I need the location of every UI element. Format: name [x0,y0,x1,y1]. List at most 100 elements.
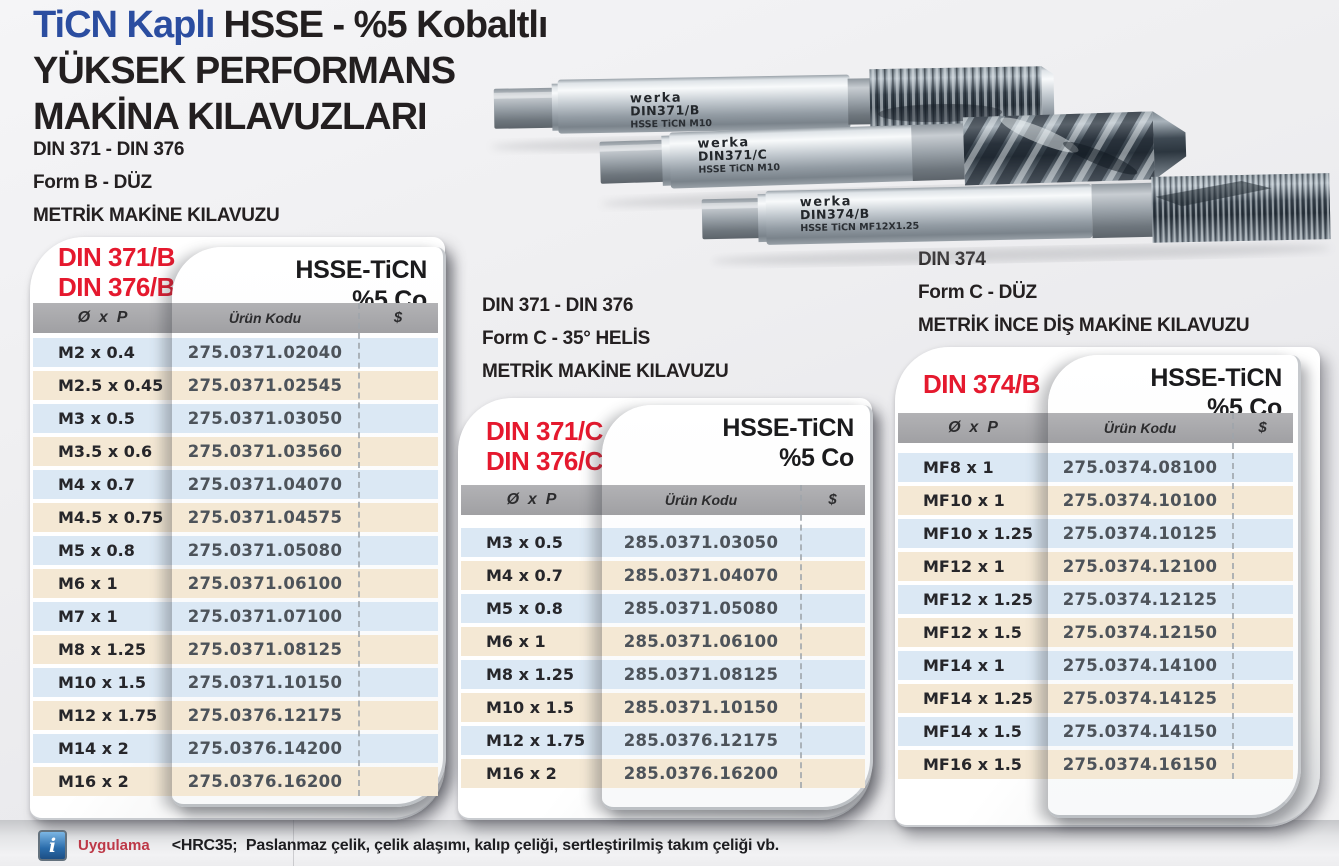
product-code: 275.0374.12125 [1062,590,1218,609]
table-row: 275.0376.14200 [172,734,438,763]
tap-engraving-brand: werka [697,135,750,152]
product-code: 285.0376.12175 [623,731,779,750]
product-code: 275.0371.10150 [187,673,343,692]
title-highlight: TiCN Kaplı [33,4,215,46]
tap-photo-din371c: werka DIN371/C HSSE TiCN M10 [599,111,1192,207]
size-cell: MF10 x 1.25 [898,519,1048,548]
type-spec: METRİK İNCE DİŞ MAKİNE KILAVUZU [918,315,1250,336]
table-row: 275.0376.16200 [172,767,438,796]
tap-photo-din374b: werka DIN374/B HSSE TiCN MF12X1.25 [701,173,1331,265]
size-cell: MF12 x 1.5 [898,618,1048,647]
size-cell: M2 x 0.4 [33,338,172,367]
tap-engraving-brand: werka [800,194,852,210]
table-row: 275.0371.04070 [172,470,438,499]
product-table-din374b: DIN 374/B Ø x P MF8 x 1 MF10 x 1 MF10 x 1.… [895,347,1320,827]
product-code: 275.0376.16200 [187,772,343,791]
page-crease [293,818,294,866]
table-row: 285.0376.12175 [602,726,865,755]
size-cell: M12 x 1.75 [33,701,172,730]
product-code: 275.0374.16150 [1062,755,1218,774]
title-line-3: MAKİNA KILAVUZLARI [33,96,428,138]
product-code: 275.0376.12175 [187,706,343,725]
product-code: 285.0376.16200 [623,764,779,783]
din-standard-labels: DIN 374/B [923,369,1040,399]
type-spec: METRİK MAKİNE KILAVUZU [33,205,280,226]
code-column-header-bar: Ürün Kodu $ [172,303,438,333]
size-column: Ø x P M3 x 0.5 M4 x 0.7 M5 x 0.8 M6 x 1 M8 x… [461,398,602,818]
product-code: 275.0371.02040 [187,343,343,362]
table-row: 275.0374.14125 [1048,684,1293,713]
table-row: 275.0371.04575 [172,503,438,532]
table-row: 275.0371.07100 [172,602,438,631]
code-column-header: Ürün Kodu [1103,420,1177,436]
product-code: 275.0374.10100 [1062,491,1218,510]
product-code: 275.0371.06100 [187,574,343,593]
size-cell: M5 x 0.8 [461,594,602,623]
table-row: 275.0374.08100 [1048,453,1293,482]
footer-band [0,820,1339,866]
size-column-header: Ø x P [33,303,172,333]
size-cell: M6 x 1 [33,569,172,598]
page-title: TiCN Kaplı HSSE - %5 Kobaltlı YÜKSEK PERF… [33,2,549,140]
table-row: 275.0376.12175 [172,701,438,730]
table-row: 275.0374.14150 [1048,717,1293,746]
size-cell: M10 x 1.5 [33,668,172,697]
din-standard-labels: DIN 371/B DIN 376/B [58,242,175,302]
size-cell: M8 x 1.25 [33,635,172,664]
din-spec: DIN 371 - DIN 376 [33,139,185,160]
section-info-form-b: DIN 371 - DIN 376 Form B - DÜZ METRİK MA… [33,139,280,239]
table-row: 275.0374.12150 [1048,618,1293,647]
code-panel: HSSE-TiCN %5 Co Ürün Kodu $ 285.0371.030… [602,405,873,810]
product-code: 275.0374.14125 [1062,689,1218,708]
product-code: 285.0371.04070 [623,566,779,585]
table-row: 285.0371.08125 [602,660,865,689]
title-line-1: TiCN Kaplı HSSE - %5 Kobaltlı [33,4,549,46]
table-row: 275.0371.05080 [172,536,438,565]
table-row: 285.0371.06100 [602,627,865,656]
size-cell: M10 x 1.5 [461,693,602,722]
table-row: 285.0371.05080 [602,594,865,623]
type-spec: METRİK MAKİNE KILAVUZU [482,361,729,382]
price-column-header: $ [393,309,403,326]
size-cell: M2.5 x 0.45 [33,371,172,400]
table-row: 275.0371.08125 [172,635,438,664]
size-cell: MF8 x 1 [898,453,1048,482]
size-cell: M3.5 x 0.6 [33,437,172,466]
product-code: 275.0371.05080 [187,541,343,560]
product-code: 275.0374.12100 [1062,557,1218,576]
table-row: 275.0371.10150 [172,668,438,697]
product-code: 275.0374.14100 [1062,656,1218,675]
table-row: 285.0371.04070 [602,561,865,590]
size-cell: M16 x 2 [33,767,172,796]
size-cell: M6 x 1 [461,627,602,656]
din-standard-labels: DIN 371/C DIN 376/C [486,416,603,476]
size-cell: M4.5 x 0.75 [33,503,172,532]
product-code: 275.0374.10125 [1062,524,1218,543]
product-code: 285.0371.10150 [623,698,779,717]
form-spec: Form C - DÜZ [918,282,1037,303]
tap-engraving-spec: HSSE TiCN M10 [630,118,712,130]
tap-engraving-model: DIN374/B [800,206,870,222]
din-spec: DIN 371 - DIN 376 [482,295,634,316]
size-cell: M14 x 2 [33,734,172,763]
size-cell: MF16 x 1.5 [898,750,1048,779]
application-info-row: i Uygulama <HRC35; Paslanmaz çelik, çeli… [38,830,779,861]
size-cell: M8 x 1.25 [461,660,602,689]
section-info-form-c-helix: DIN 371 - DIN 376 Form C - 35° HELİS MET… [482,295,729,395]
size-cell: M3 x 0.5 [33,404,172,433]
form-spec: Form B - DÜZ [33,172,152,193]
size-cell: M5 x 0.8 [33,536,172,565]
size-cell: M12 x 1.75 [461,726,602,755]
product-code: 275.0371.03560 [187,442,343,461]
table-row: 285.0371.10150 [602,693,865,722]
size-cell: MF12 x 1 [898,552,1048,581]
column-divider [800,485,802,788]
size-cell: M7 x 1 [33,602,172,631]
product-code: 285.0371.08125 [623,665,779,684]
product-code: 275.0374.14150 [1062,722,1218,741]
product-code: 285.0371.06100 [623,632,779,651]
table-row: 275.0371.02545 [172,371,438,400]
code-panel: HSSE-TiCN %5 Co Ürün Kodu $ 275.0374.081… [1048,355,1301,818]
table-row: 275.0374.10125 [1048,519,1293,548]
product-code: 275.0371.04575 [187,508,343,527]
